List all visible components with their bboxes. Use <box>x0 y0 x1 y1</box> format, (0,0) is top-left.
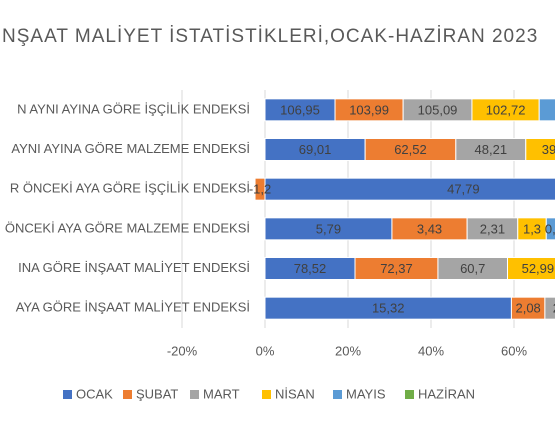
data-label: 52,99 <box>522 261 555 276</box>
legend-label: NİSAN <box>275 386 315 401</box>
y-tick-label: INA GÖRE İNŞAAT MALİYET ENDEKSİ <box>18 260 250 275</box>
legend-label: MAYIS <box>346 386 386 401</box>
data-label: 69,01 <box>299 142 332 157</box>
data-label: 5,79 <box>316 221 341 236</box>
data-label: 78,52 <box>294 261 327 276</box>
x-tick-label: 60% <box>501 343 527 358</box>
bar-segment <box>545 217 555 241</box>
data-label: 62,52 <box>394 142 427 157</box>
x-tick-label: 40% <box>418 343 444 358</box>
legend-label: ŞUBAT <box>136 386 178 401</box>
data-label: 105,09 <box>418 102 458 117</box>
data-label: 47,79 <box>447 182 480 197</box>
data-label: 48,21 <box>475 142 508 157</box>
data-label: -1,2 <box>249 182 271 197</box>
legend-label: HAZİRAN <box>418 386 475 401</box>
legend-swatch <box>123 390 132 399</box>
data-label: 106,95 <box>280 102 320 117</box>
x-tick-label: 0% <box>256 343 275 358</box>
data-label: 39,5 <box>542 142 555 157</box>
data-label: 102,72 <box>486 102 526 117</box>
x-tick-label: 20% <box>335 343 361 358</box>
legend-label: OCAK <box>76 386 113 401</box>
legend-swatch <box>190 390 199 399</box>
data-label: 2,08 <box>515 301 540 316</box>
legend-swatch <box>63 390 72 399</box>
y-tick-label: R ÖNCEKİ AYA GÖRE İŞÇİLİK ENDEKSİ <box>10 181 250 196</box>
legend-swatch <box>262 390 271 399</box>
bar-segment <box>538 98 555 122</box>
bar-segment <box>264 177 555 201</box>
bar-segment <box>544 296 555 320</box>
y-tick-label: AYA GÖRE İNŞAAT MALİYET ENDEKSİ <box>16 300 250 315</box>
chart-title: NŞAAT MALİYET İSTATİSTİKLERİ,OCAK-HAZİRA… <box>2 26 538 47</box>
data-label: 0,7 <box>545 221 555 236</box>
y-tick-label: AYNI AYINA GÖRE MALZEME ENDEKSİ <box>11 141 250 156</box>
legend-swatch <box>405 390 414 399</box>
bar-segment <box>525 138 555 161</box>
bar-segment <box>507 257 555 280</box>
legend-swatch <box>333 390 342 399</box>
bar-segment <box>254 177 266 201</box>
data-label: 15,32 <box>372 301 405 316</box>
data-label: 2,31 <box>480 221 505 236</box>
data-label: 2,1 <box>553 301 555 316</box>
legend-label: MART <box>203 386 240 401</box>
x-tick-label: -20% <box>167 343 198 358</box>
data-label: 3,43 <box>417 221 442 236</box>
y-tick-label: N AYNI AYINA GÖRE İŞÇİLİK ENDEKSİ <box>17 101 250 116</box>
data-label: 1,3 <box>523 221 541 236</box>
data-label: 72,37 <box>380 261 413 276</box>
data-label: 103,99 <box>349 102 389 117</box>
y-tick-label: ÖNCEKİ AYA GÖRE MALZEME ENDEKSİ <box>5 220 250 235</box>
data-label: 60,7 <box>460 261 485 276</box>
